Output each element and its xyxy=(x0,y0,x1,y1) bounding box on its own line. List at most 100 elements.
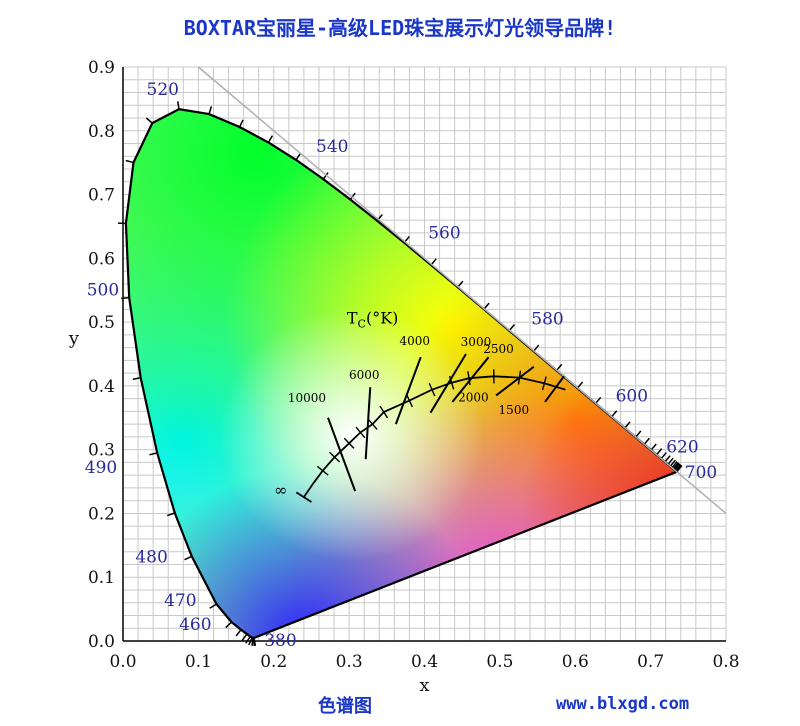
isotherm-line xyxy=(451,356,490,403)
y-tick-label: 0.0 xyxy=(88,632,115,652)
locus-tick xyxy=(635,430,642,438)
chart-labels: 0.0 0.1 0.2 0.3 0.4 0.5 0.6 0.7 0.8 0.0 0.1 0.2 0.3 0… xyxy=(68,58,740,696)
locus-tick xyxy=(667,457,674,465)
y-axis-title: y xyxy=(68,328,80,349)
x-tick-label: 0.2 xyxy=(260,652,287,672)
locus-tick xyxy=(208,106,213,115)
locus-tick xyxy=(295,152,302,161)
wavelength-label-380: 380 xyxy=(264,631,296,651)
isotherm-line xyxy=(364,387,372,460)
planckian-locus xyxy=(295,353,566,503)
locus-tick xyxy=(149,452,158,456)
planckian-tick xyxy=(355,426,366,439)
cct-label-6000: 6000 xyxy=(349,368,380,382)
infinity-label: ∞ xyxy=(274,481,287,500)
y-tick-label: 0.3 xyxy=(88,441,115,461)
locus-tick xyxy=(656,448,663,456)
x-tick-label: 0.3 xyxy=(336,652,363,672)
wavelength-label-600: 600 xyxy=(616,386,648,406)
tc-label: TC(°K) xyxy=(347,308,399,330)
wavelength-label-490: 490 xyxy=(85,458,117,478)
wavelength-label-460: 460 xyxy=(179,615,211,635)
planckian-tick xyxy=(541,376,547,391)
planckian-tick xyxy=(316,465,329,476)
spectral-locus xyxy=(117,66,727,646)
planckian-end-bar xyxy=(295,491,312,503)
x-tick-label: 0.7 xyxy=(637,652,664,672)
planckian-tick xyxy=(405,393,413,408)
y-tick-label: 0.5 xyxy=(88,313,115,333)
wavelength-label-480: 480 xyxy=(135,547,167,567)
x-tick-label: 0.8 xyxy=(712,652,739,672)
locus-tick xyxy=(483,302,490,310)
wavelength-label-560: 560 xyxy=(428,224,460,244)
planckian-tick xyxy=(379,405,389,419)
locus-tick xyxy=(349,192,356,200)
wavelength-label-470: 470 xyxy=(164,591,196,611)
wavelength-label-500: 500 xyxy=(87,281,119,301)
locus-tick xyxy=(671,461,678,469)
locus-tick xyxy=(235,629,242,637)
y-tick-label: 0.9 xyxy=(88,58,115,78)
locus-tick xyxy=(533,344,540,352)
wavelength-label-620: 620 xyxy=(666,437,698,457)
header-title: BOXTAR宝丽星-高级LED珠宝展示灯光领导品牌! xyxy=(183,16,617,40)
locus-tick xyxy=(555,363,563,371)
locus-tick xyxy=(238,119,244,128)
y-tick-label: 0.4 xyxy=(88,377,115,397)
locus-tick xyxy=(673,462,680,470)
cct-label-3000: 3000 xyxy=(461,335,492,349)
locus-tick xyxy=(177,101,180,110)
locus-tick xyxy=(125,159,134,164)
diagram-caption: 色谱图 xyxy=(318,696,372,717)
wavelength-label-520: 520 xyxy=(147,80,179,100)
x-tick-label: 0.1 xyxy=(185,652,212,672)
locus-tick xyxy=(252,637,256,646)
locus-tick xyxy=(166,512,176,517)
isotherm-line xyxy=(394,356,422,425)
locus-tick xyxy=(322,172,329,180)
locus-tick xyxy=(672,462,679,470)
xy-sum-line xyxy=(197,66,727,515)
locus-tick xyxy=(595,396,602,404)
locus-tick xyxy=(611,410,618,418)
wavelength-label-580: 580 xyxy=(531,310,563,330)
cct-label-1500: 1500 xyxy=(499,403,530,417)
x-tick-label: 0.6 xyxy=(562,652,589,672)
cct-label-4000: 4000 xyxy=(399,334,430,348)
website-url[interactable]: www.blxgd.com xyxy=(556,694,690,714)
y-tick-label: 0.8 xyxy=(88,122,115,142)
planckian-tick xyxy=(467,371,471,386)
locus-tick xyxy=(245,636,251,644)
cct-label-2500: 2500 xyxy=(483,342,514,356)
locus-tick xyxy=(664,455,671,463)
isotherm-line xyxy=(327,417,357,492)
planckian-tick xyxy=(329,451,341,463)
locus-tick xyxy=(669,459,676,467)
planckian-tick xyxy=(367,418,378,430)
y-tick-label: 0.7 xyxy=(88,186,115,206)
x-tick-label: 0.0 xyxy=(109,652,136,672)
locus-tick xyxy=(267,135,274,143)
planckian-tick xyxy=(428,382,436,397)
locus-tick xyxy=(241,633,248,641)
y-tick-label: 0.1 xyxy=(88,568,115,588)
planckian-curve xyxy=(303,375,566,498)
locus-tick xyxy=(251,637,254,646)
isotherm-line xyxy=(429,353,467,414)
locus-tick xyxy=(508,324,516,332)
locus-tick xyxy=(132,377,141,380)
locus-tick xyxy=(660,452,667,460)
locus-tick xyxy=(225,621,233,629)
cct-label-2000: 2000 xyxy=(458,390,489,404)
x-tick-label: 0.4 xyxy=(411,652,438,672)
locus-tick xyxy=(184,555,193,561)
locus-tick xyxy=(650,443,657,451)
locus-tick xyxy=(209,603,217,609)
wavelength-label-700: 700 xyxy=(685,463,717,483)
isotherm-line xyxy=(544,375,565,403)
wavelength-label-540: 540 xyxy=(316,137,348,157)
planckian-tick xyxy=(343,437,355,449)
x-tick-label: 0.5 xyxy=(486,652,513,672)
